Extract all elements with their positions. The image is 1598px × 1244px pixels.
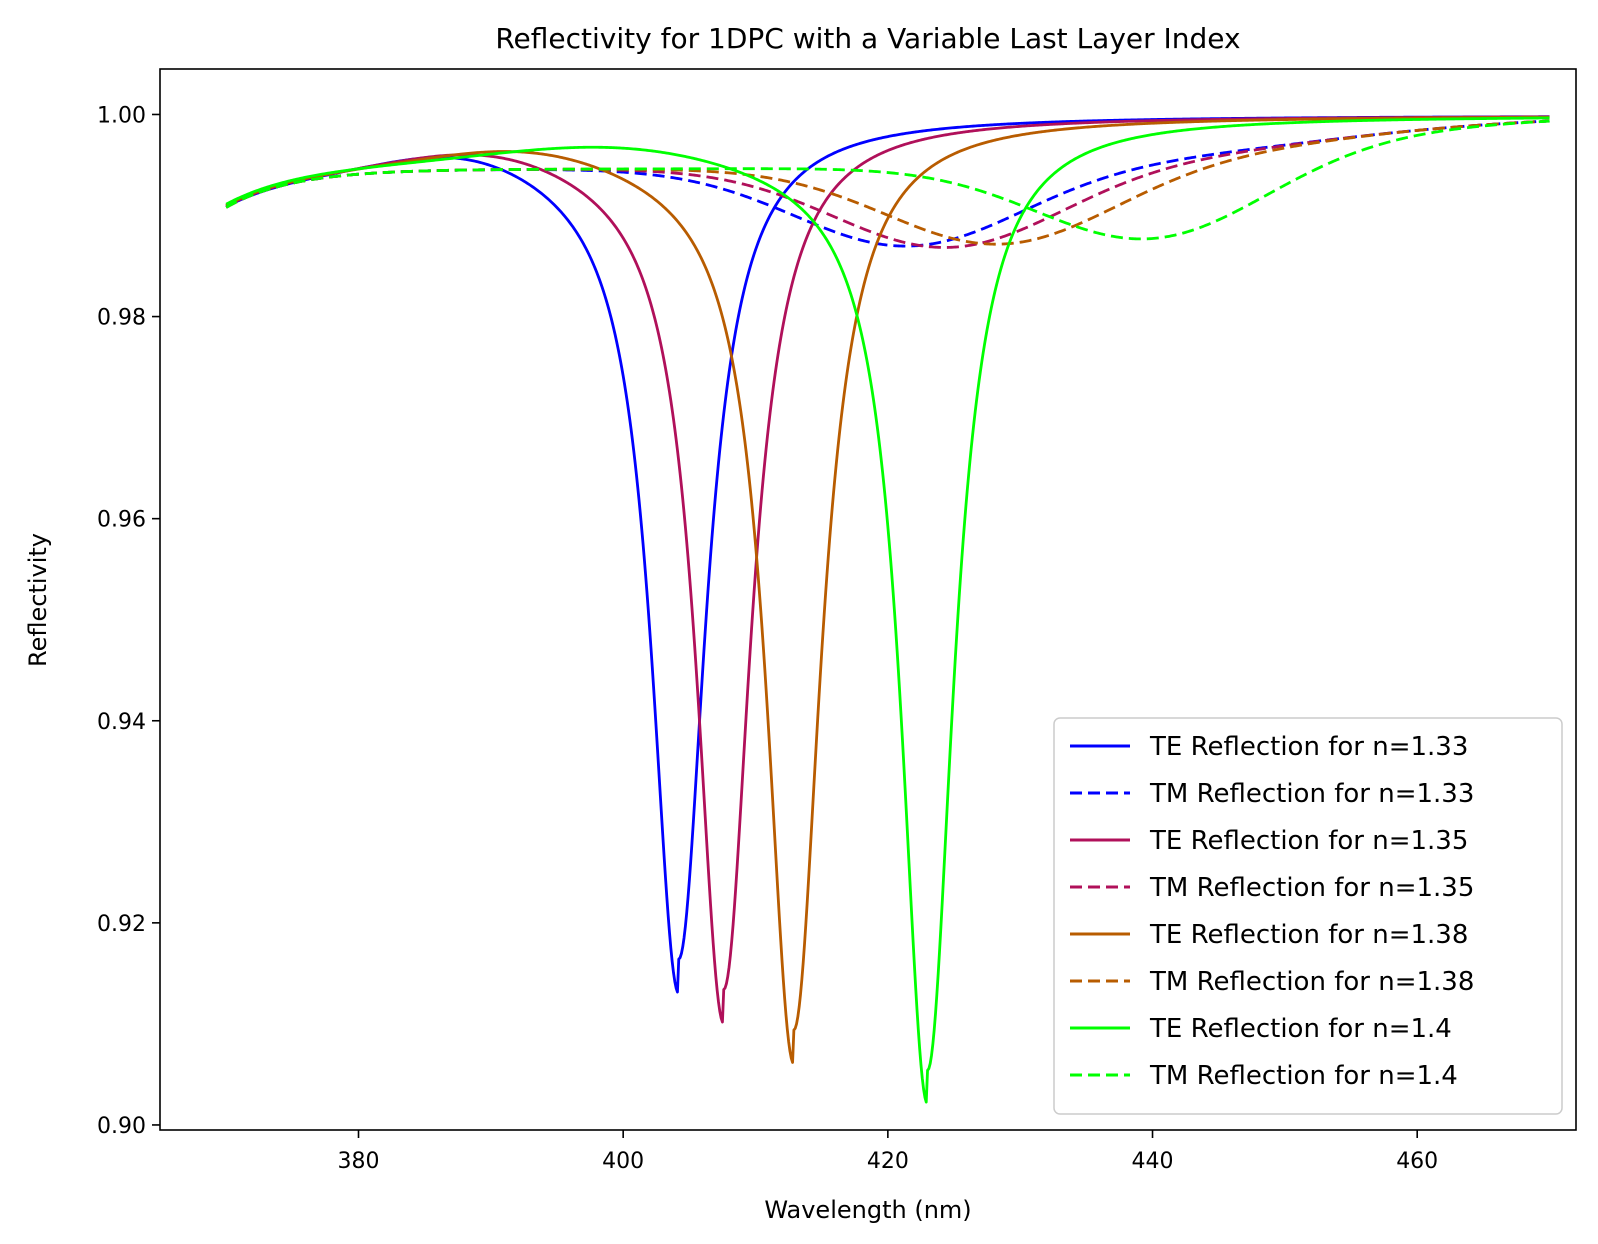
plot-frame: [159, 68, 1577, 1131]
y-axis-title: Reflectivity: [24, 533, 52, 667]
legend-label: TE Reflection for n=1.38: [1149, 920, 1468, 950]
y-axis: 0.90 0.92 0.94 0.96 0.98 1.00: [97, 103, 160, 1139]
series-line-5: [225, 115, 1550, 1064]
chart-title: Reflectivity for 1DPC with a Variable La…: [495, 22, 1240, 55]
legend-label: TE Reflection for n=1.35: [1149, 826, 1468, 856]
x-axis: 380 400 420 440 460: [338, 1130, 1438, 1174]
y-tick-label: 1.00: [97, 103, 146, 128]
legend-label: TE Reflection for n=1.33: [1149, 732, 1468, 762]
legend-label: TE Reflection for n=1.4: [1149, 1014, 1452, 1044]
y-tick-label: 0.92: [97, 912, 146, 937]
y-tick-label: 0.90: [97, 1114, 146, 1139]
legend-label: TM Reflection for n=1.35: [1149, 873, 1474, 903]
x-tick-label: 380: [338, 1149, 380, 1174]
x-tick-label: 420: [867, 1149, 909, 1174]
series-layer: [225, 115, 1550, 1104]
legend-box: [1053, 717, 1563, 1115]
series-line-7: [225, 116, 1550, 1104]
legend-label: TM Reflection for n=1.38: [1149, 967, 1474, 997]
y-tick-label: 0.94: [97, 710, 146, 735]
x-axis-title: Wavelength (nm): [764, 1196, 971, 1224]
legend: TE Reflection for n=1.33 TM Reflection fo…: [1053, 717, 1563, 1115]
series-line-8: [225, 119, 1550, 241]
legend-label: TM Reflection for n=1.33: [1149, 779, 1474, 809]
legend-label: TM Reflection for n=1.4: [1149, 1061, 1458, 1091]
x-tick-label: 460: [1396, 1149, 1438, 1174]
x-tick-label: 400: [602, 1149, 644, 1174]
y-tick-label: 0.96: [97, 508, 146, 533]
x-tick-label: 440: [1132, 1149, 1174, 1174]
y-tick-label: 0.98: [97, 306, 146, 331]
